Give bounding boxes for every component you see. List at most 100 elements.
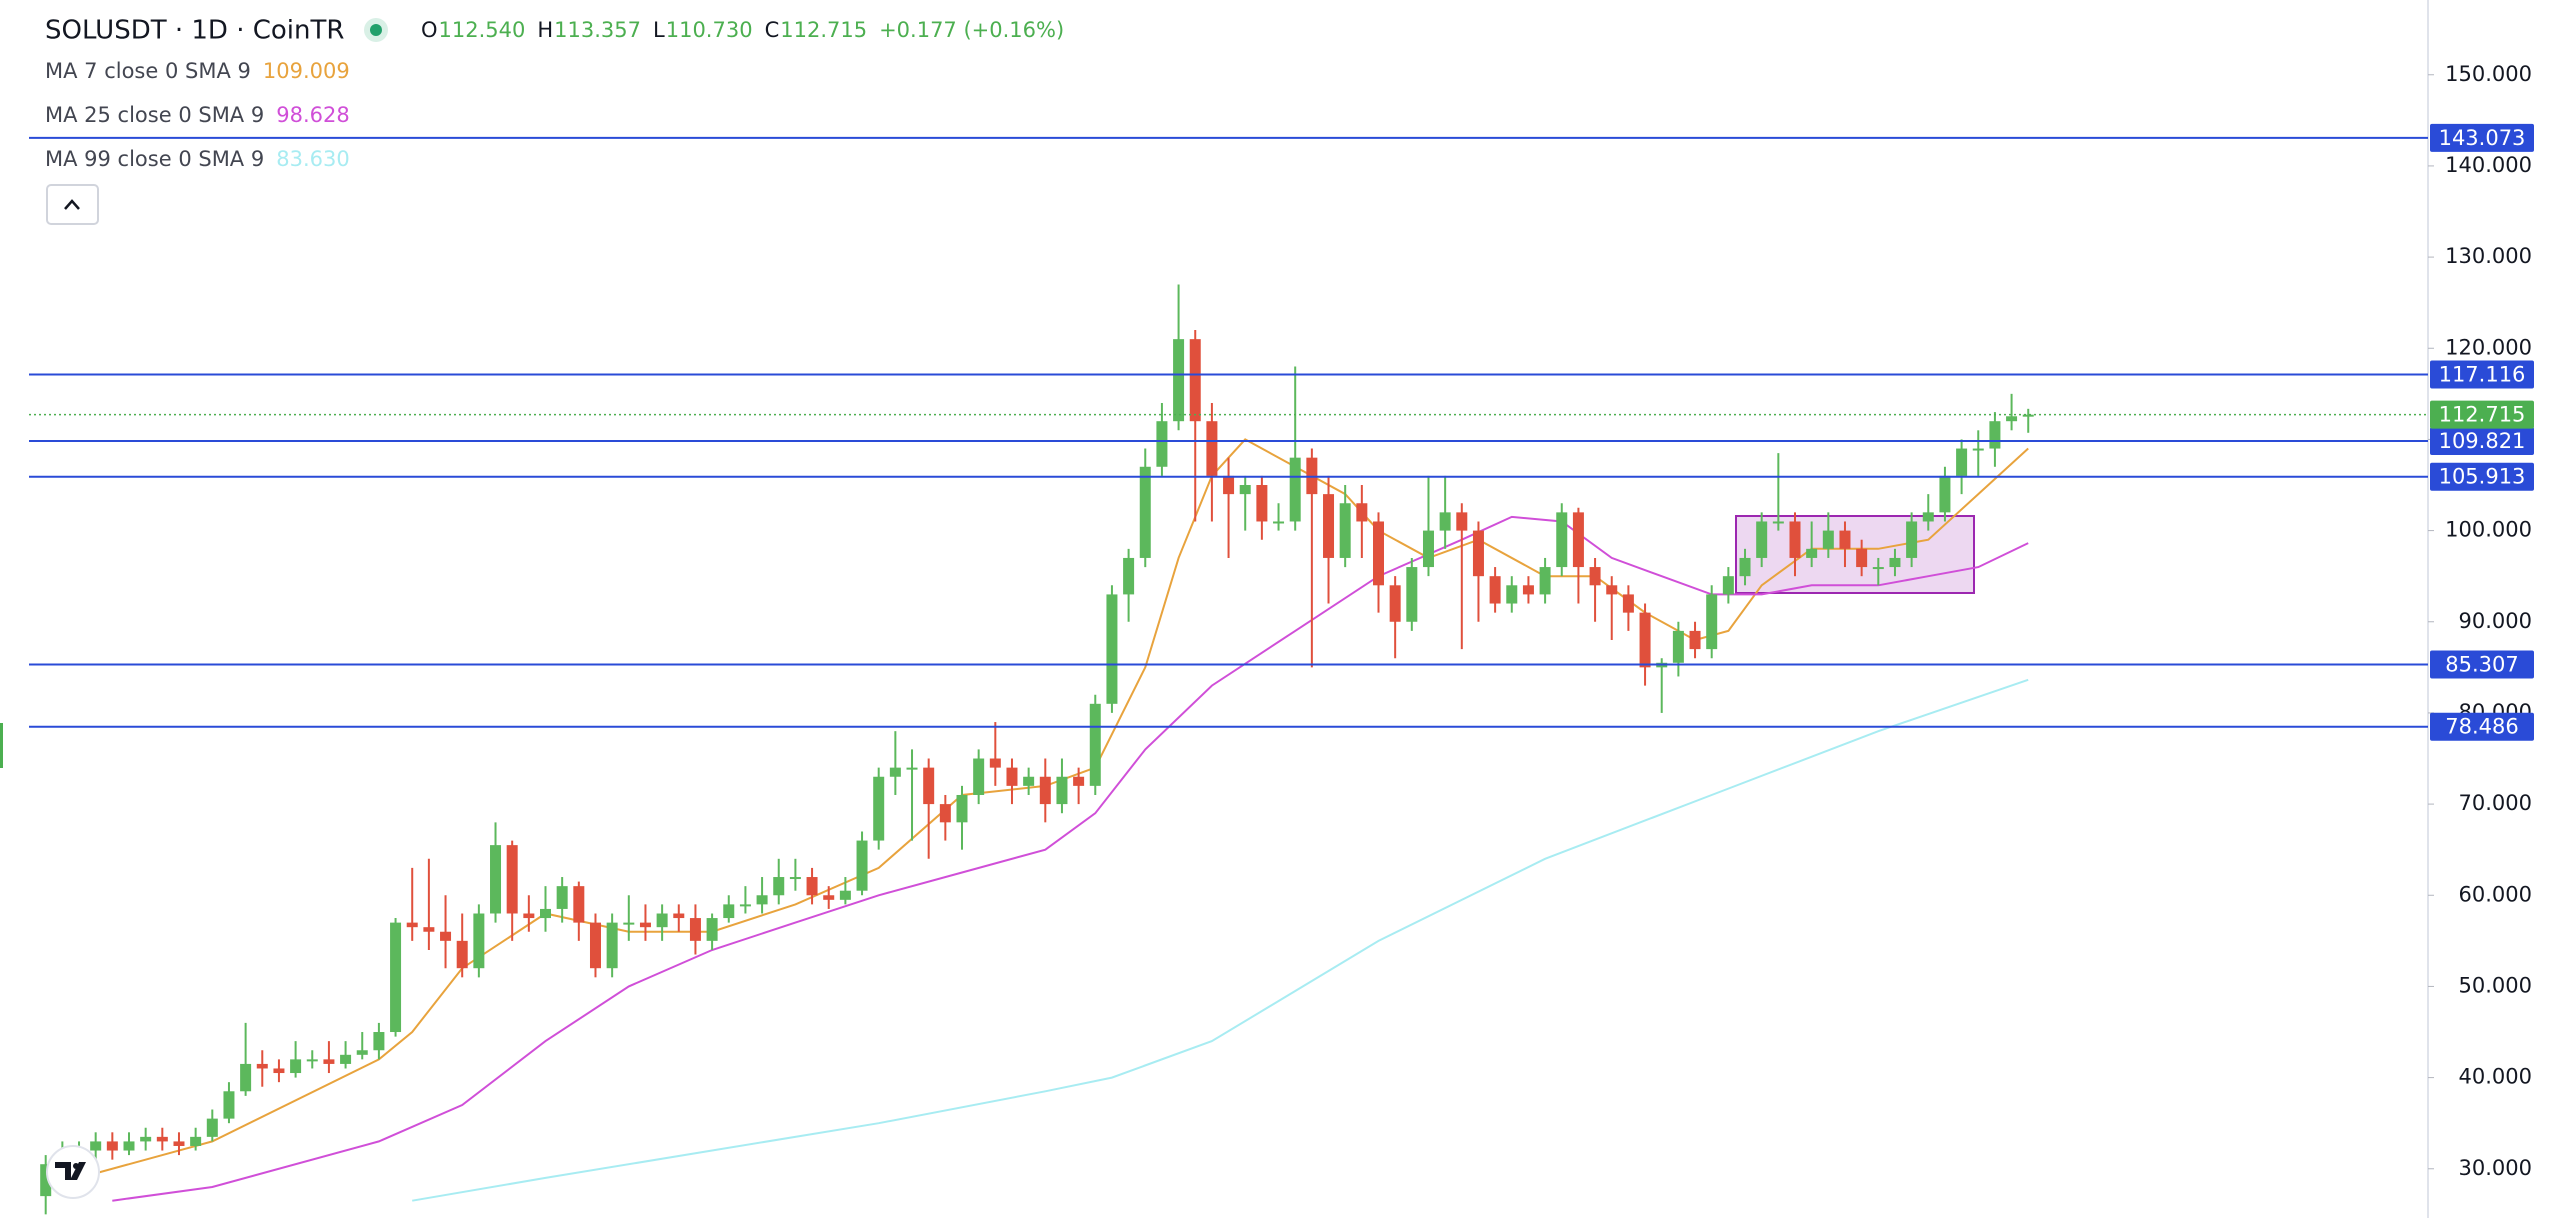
indicator-name: MA 7 close 0 SMA 9 [45, 59, 251, 83]
candle-body [906, 767, 918, 770]
candle-body [1273, 521, 1285, 524]
price-label-box [2430, 712, 2534, 741]
candle-body [1056, 776, 1068, 805]
candle-body [1906, 521, 1918, 558]
ohlc-key: C [765, 18, 780, 42]
candle-body [789, 877, 801, 880]
candle-body [1539, 567, 1551, 595]
candle-body [573, 886, 585, 923]
ohlc-value: 112.715 [780, 18, 867, 42]
y-tick-label: 90.000 [2459, 609, 2532, 633]
candle-body [1622, 594, 1634, 613]
price-label-box [2430, 650, 2534, 679]
candle-body [106, 1141, 118, 1151]
ohlc-key: H [537, 18, 553, 42]
candle-body [1556, 512, 1568, 568]
candle-body [889, 767, 901, 777]
edge-marker [0, 723, 3, 768]
candle-body [173, 1141, 185, 1146]
candle-body [956, 794, 968, 823]
logo-circle[interactable] [46, 1145, 100, 1199]
candle-body [1572, 512, 1584, 568]
candle-body [1256, 485, 1268, 522]
candle-body [989, 758, 1001, 768]
candle-body [206, 1118, 218, 1137]
candle-body [1889, 557, 1901, 568]
candle-body [423, 927, 435, 932]
candle-body [1023, 776, 1035, 786]
ohlc-key: O [421, 18, 438, 42]
last-price-label: 112.715 [2439, 403, 2526, 427]
ohlc-value: 110.730 [666, 18, 753, 42]
candle-body [356, 1050, 368, 1055]
candle-body [1406, 567, 1418, 622]
candle-body [1422, 530, 1434, 568]
candle-body [939, 804, 951, 823]
price-label-box [2430, 427, 2534, 456]
candle-body [1839, 530, 1851, 549]
candle-body [1339, 503, 1351, 558]
button-frame[interactable] [46, 184, 99, 225]
candle-body [623, 922, 635, 925]
candle-body [723, 904, 735, 919]
candle-body [1089, 703, 1101, 786]
price-label-box [2430, 462, 2534, 491]
candle-body [856, 840, 868, 891]
candle-body [1189, 339, 1201, 422]
candle-body [1639, 612, 1651, 668]
rectangle-drawing[interactable] [1735, 515, 1975, 594]
candle-body [1073, 776, 1085, 786]
candle-body [1373, 521, 1384, 586]
candle-body [1006, 767, 1018, 786]
candle-body [1139, 466, 1151, 558]
candle-body [1106, 594, 1118, 704]
candle-body [1689, 630, 1701, 650]
price-label: 109.821 [2439, 429, 2526, 453]
candle-body [756, 895, 768, 905]
candle-body [1739, 557, 1751, 577]
price-label-box [2430, 360, 2534, 389]
candle-body [506, 845, 518, 914]
y-tick-label: 140.000 [2445, 153, 2532, 177]
candle-body [456, 940, 468, 969]
candle-body [823, 895, 835, 900]
collapse-button[interactable] [46, 184, 99, 225]
logo-dot [73, 1163, 79, 1169]
candle-body [440, 931, 452, 941]
symbol-title[interactable]: SOLUSDT · 1D · CoinTR [45, 16, 344, 46]
candle-body [223, 1091, 235, 1119]
candle-body [839, 890, 851, 900]
candle-body [1706, 594, 1718, 650]
candle-body [689, 918, 701, 941]
candle-body [1039, 776, 1051, 805]
price-label: 85.307 [2445, 653, 2518, 677]
header: SOLUSDT · 1D · CoinTR O 112.540 H 113.357 L 1… [45, 16, 1064, 172]
candle-body [490, 845, 502, 914]
candle-body [656, 913, 668, 928]
candle-body [1439, 512, 1451, 531]
logo[interactable] [46, 1145, 100, 1199]
candle-body [140, 1136, 152, 1142]
candle-body [273, 1068, 285, 1074]
moving-average-line [112, 515, 2029, 1202]
last-price-box [2430, 400, 2534, 429]
candle-body [1123, 557, 1135, 595]
y-tick-label: 30.000 [2459, 1156, 2532, 1180]
candle-body [556, 886, 568, 909]
candle-body [606, 922, 618, 969]
price-label: 143.073 [2439, 126, 2526, 150]
candle-body [156, 1136, 168, 1142]
price-line-layer: 143.073 117.116 109.821 105.913 85.307 78.486… [29, 123, 2534, 741]
y-tick-label: 60.000 [2459, 882, 2532, 906]
price-label: 117.116 [2439, 363, 2526, 387]
status-dot [370, 24, 382, 36]
candle-body [1389, 585, 1401, 622]
candle-body [1922, 512, 1934, 522]
candle-body [1356, 503, 1368, 522]
candle-body [923, 767, 935, 805]
candle-body [1506, 585, 1518, 604]
candle-body [390, 922, 402, 1033]
candle-body [473, 913, 485, 969]
